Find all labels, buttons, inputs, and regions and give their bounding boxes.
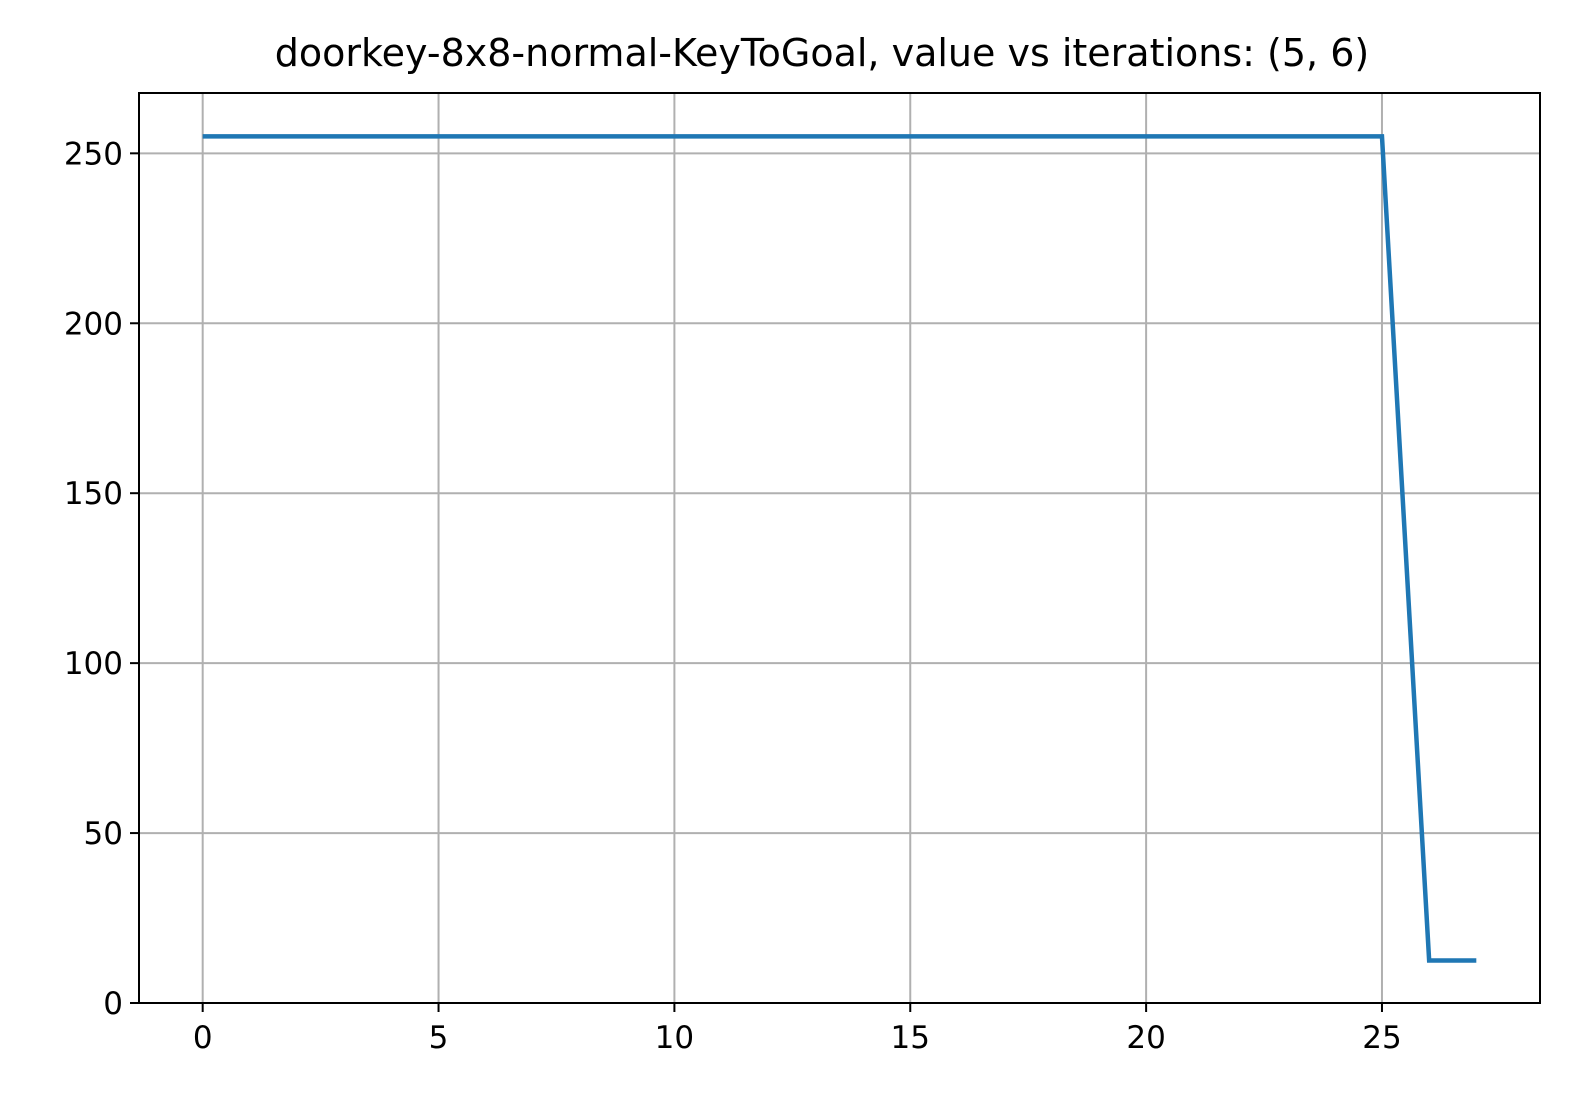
y-tick-label: 200 [64,306,123,342]
y-tick-label: 50 [84,816,123,852]
grid-lines [139,93,1540,1004]
y-tick-label: 250 [64,136,123,172]
x-tick-label: 5 [429,1020,449,1056]
y-tick-label: 100 [64,646,123,682]
plot-frame [138,92,1541,1004]
y-tick-label: 150 [64,476,123,512]
x-tick-label: 10 [655,1020,694,1056]
x-tick-label: 20 [1126,1020,1165,1056]
chart-title: doorkey-8x8-normal-KeyToGoal, value vs i… [275,31,1369,75]
y-tick-label: 0 [103,986,123,1022]
y-axis: 0 50 100 150 200 250 [64,136,139,1022]
x-axis: 0 5 10 15 20 25 [193,1003,1402,1056]
x-tick-label: 0 [193,1020,213,1056]
x-tick-label: 15 [891,1020,930,1056]
series-layer [202,134,1477,963]
x-tick-label: 25 [1362,1020,1401,1056]
series-line-0 [202,134,1477,963]
